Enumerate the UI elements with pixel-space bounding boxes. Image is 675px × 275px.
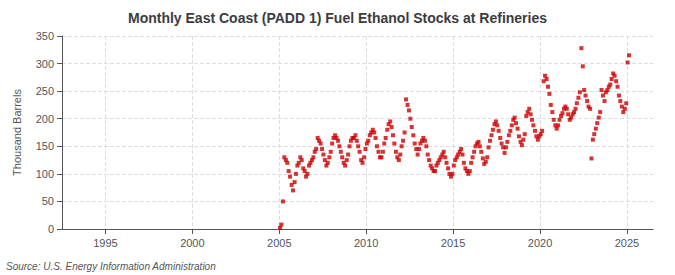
svg-text:2020: 2020	[528, 237, 552, 249]
svg-text:Monthly East Coast (PADD 1) Fu: Monthly East Coast (PADD 1) Fuel Ethanol…	[128, 10, 547, 26]
svg-text:200: 200	[36, 113, 54, 125]
svg-text:2025: 2025	[615, 237, 639, 249]
svg-text:1995: 1995	[93, 237, 117, 249]
svg-text:350: 350	[36, 30, 54, 42]
svg-text:250: 250	[36, 85, 54, 97]
svg-text:Thousand Barrels: Thousand Barrels	[11, 89, 23, 176]
svg-text:2010: 2010	[354, 237, 378, 249]
svg-text:100: 100	[36, 168, 54, 180]
svg-text:Source: U.S. Energy Informatio: Source: U.S. Energy Information Administ…	[6, 261, 216, 272]
svg-text:150: 150	[36, 140, 54, 152]
svg-text:2000: 2000	[180, 237, 204, 249]
svg-text:300: 300	[36, 58, 54, 70]
svg-text:50: 50	[42, 195, 54, 207]
svg-text:2005: 2005	[267, 237, 291, 249]
svg-text:0: 0	[48, 223, 54, 235]
svg-text:2015: 2015	[441, 237, 465, 249]
